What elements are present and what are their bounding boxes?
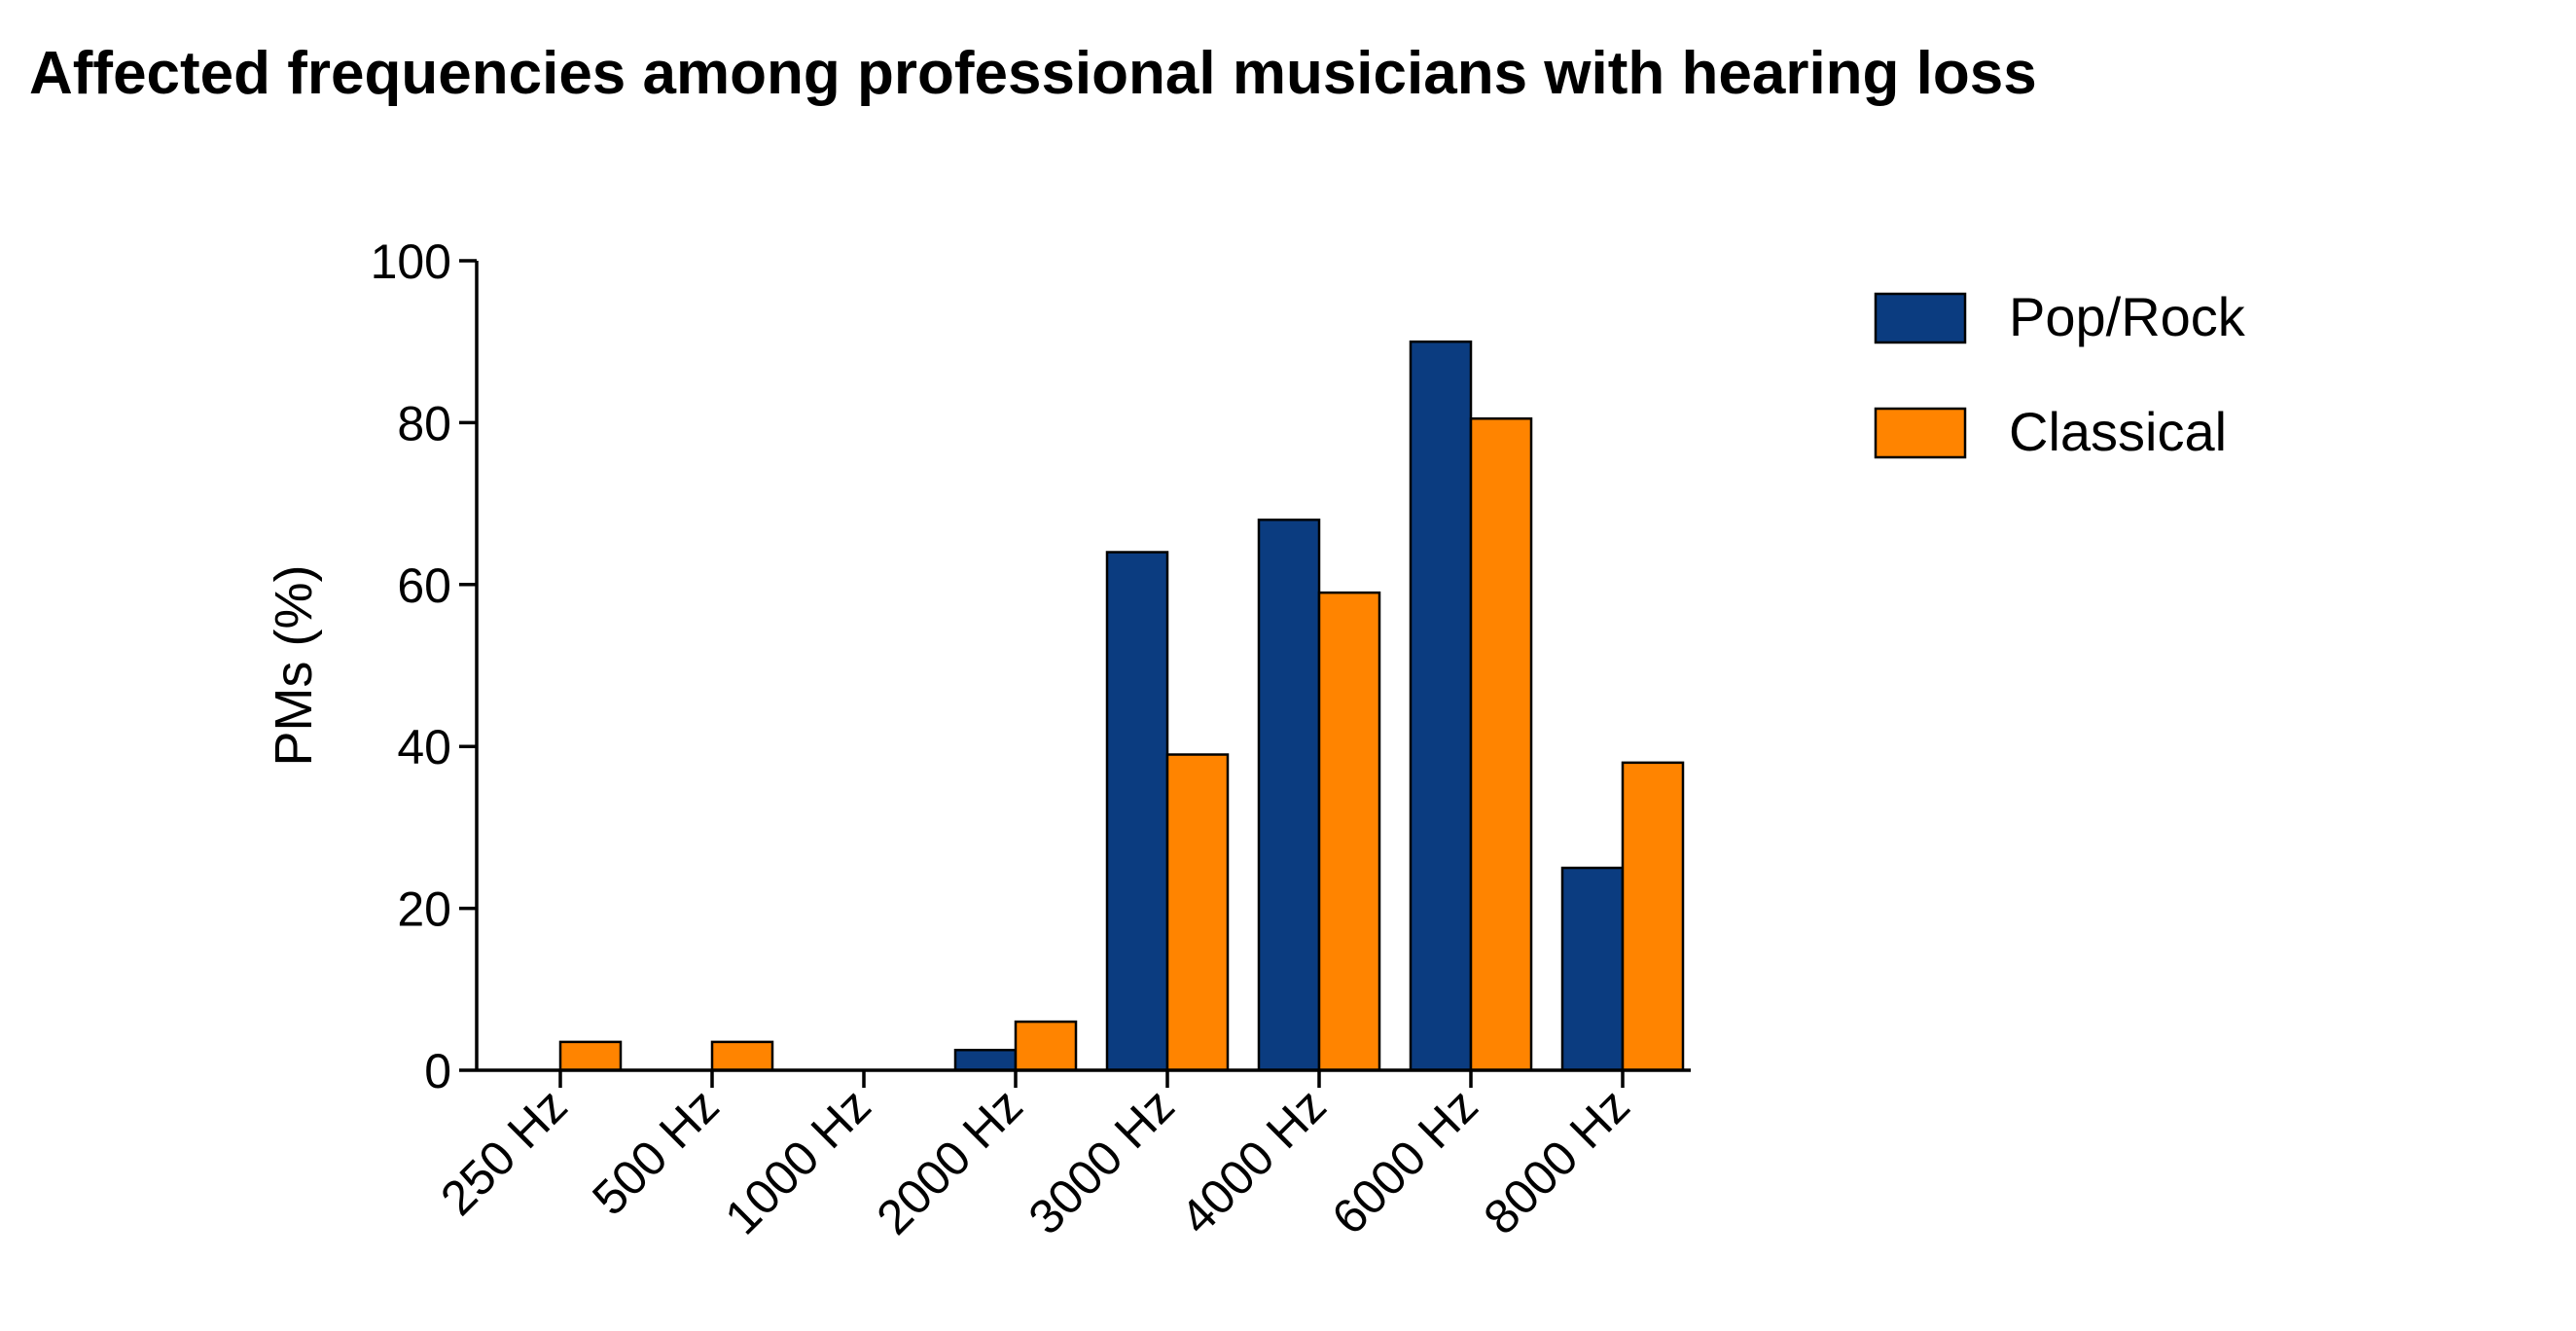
y-tick-label: 40 — [397, 720, 451, 774]
y-tick-label: 100 — [371, 234, 451, 289]
legend-label: Pop/Rock — [2009, 286, 2246, 347]
chart-title: Affected frequencies among professional … — [29, 40, 2037, 107]
legend-swatch — [1874, 292, 1967, 344]
bar-classical-3000-hz — [1165, 753, 1230, 1072]
x-tick-label: 2000 Hz — [866, 1078, 1032, 1244]
x-tick-label: 8000 Hz — [1473, 1078, 1639, 1244]
bar-classical-8000-hz — [1621, 761, 1685, 1072]
bar-classical-250-hz — [558, 1040, 623, 1072]
y-tick-label: 80 — [397, 396, 451, 450]
bar-classical-2000-hz — [1014, 1020, 1078, 1072]
bar-pop-rock-4000-hz — [1257, 518, 1321, 1072]
x-tick-label: 1000 Hz — [714, 1078, 880, 1244]
y-axis-label: PMs (%) — [265, 565, 323, 767]
x-tick-label: 3000 Hz — [1018, 1078, 1184, 1244]
bar-classical-6000-hz — [1469, 416, 1533, 1072]
x-tick-label: 4000 Hz — [1169, 1078, 1336, 1244]
bar-pop-rock-8000-hz — [1560, 866, 1625, 1072]
legend: Pop/Rock Classical — [1874, 286, 2246, 462]
x-tick-label: 250 Hz — [430, 1078, 578, 1226]
bar-pop-rock-3000-hz — [1105, 551, 1169, 1072]
plot-area — [558, 340, 1685, 1072]
y-tick-label: 60 — [397, 558, 451, 613]
bar-classical-500-hz — [710, 1040, 774, 1072]
bar-classical-4000-hz — [1317, 591, 1381, 1072]
y-tick-label: 0 — [424, 1044, 451, 1098]
legend-label: Classical — [2009, 401, 2227, 462]
x-tick-label: 6000 Hz — [1321, 1078, 1487, 1244]
y-tick-label: 20 — [397, 882, 451, 937]
bar-pop-rock-6000-hz — [1409, 340, 1473, 1072]
x-tick-label: 500 Hz — [582, 1078, 730, 1226]
bar-pop-rock-2000-hz — [953, 1048, 1018, 1072]
legend-swatch — [1874, 407, 1967, 459]
